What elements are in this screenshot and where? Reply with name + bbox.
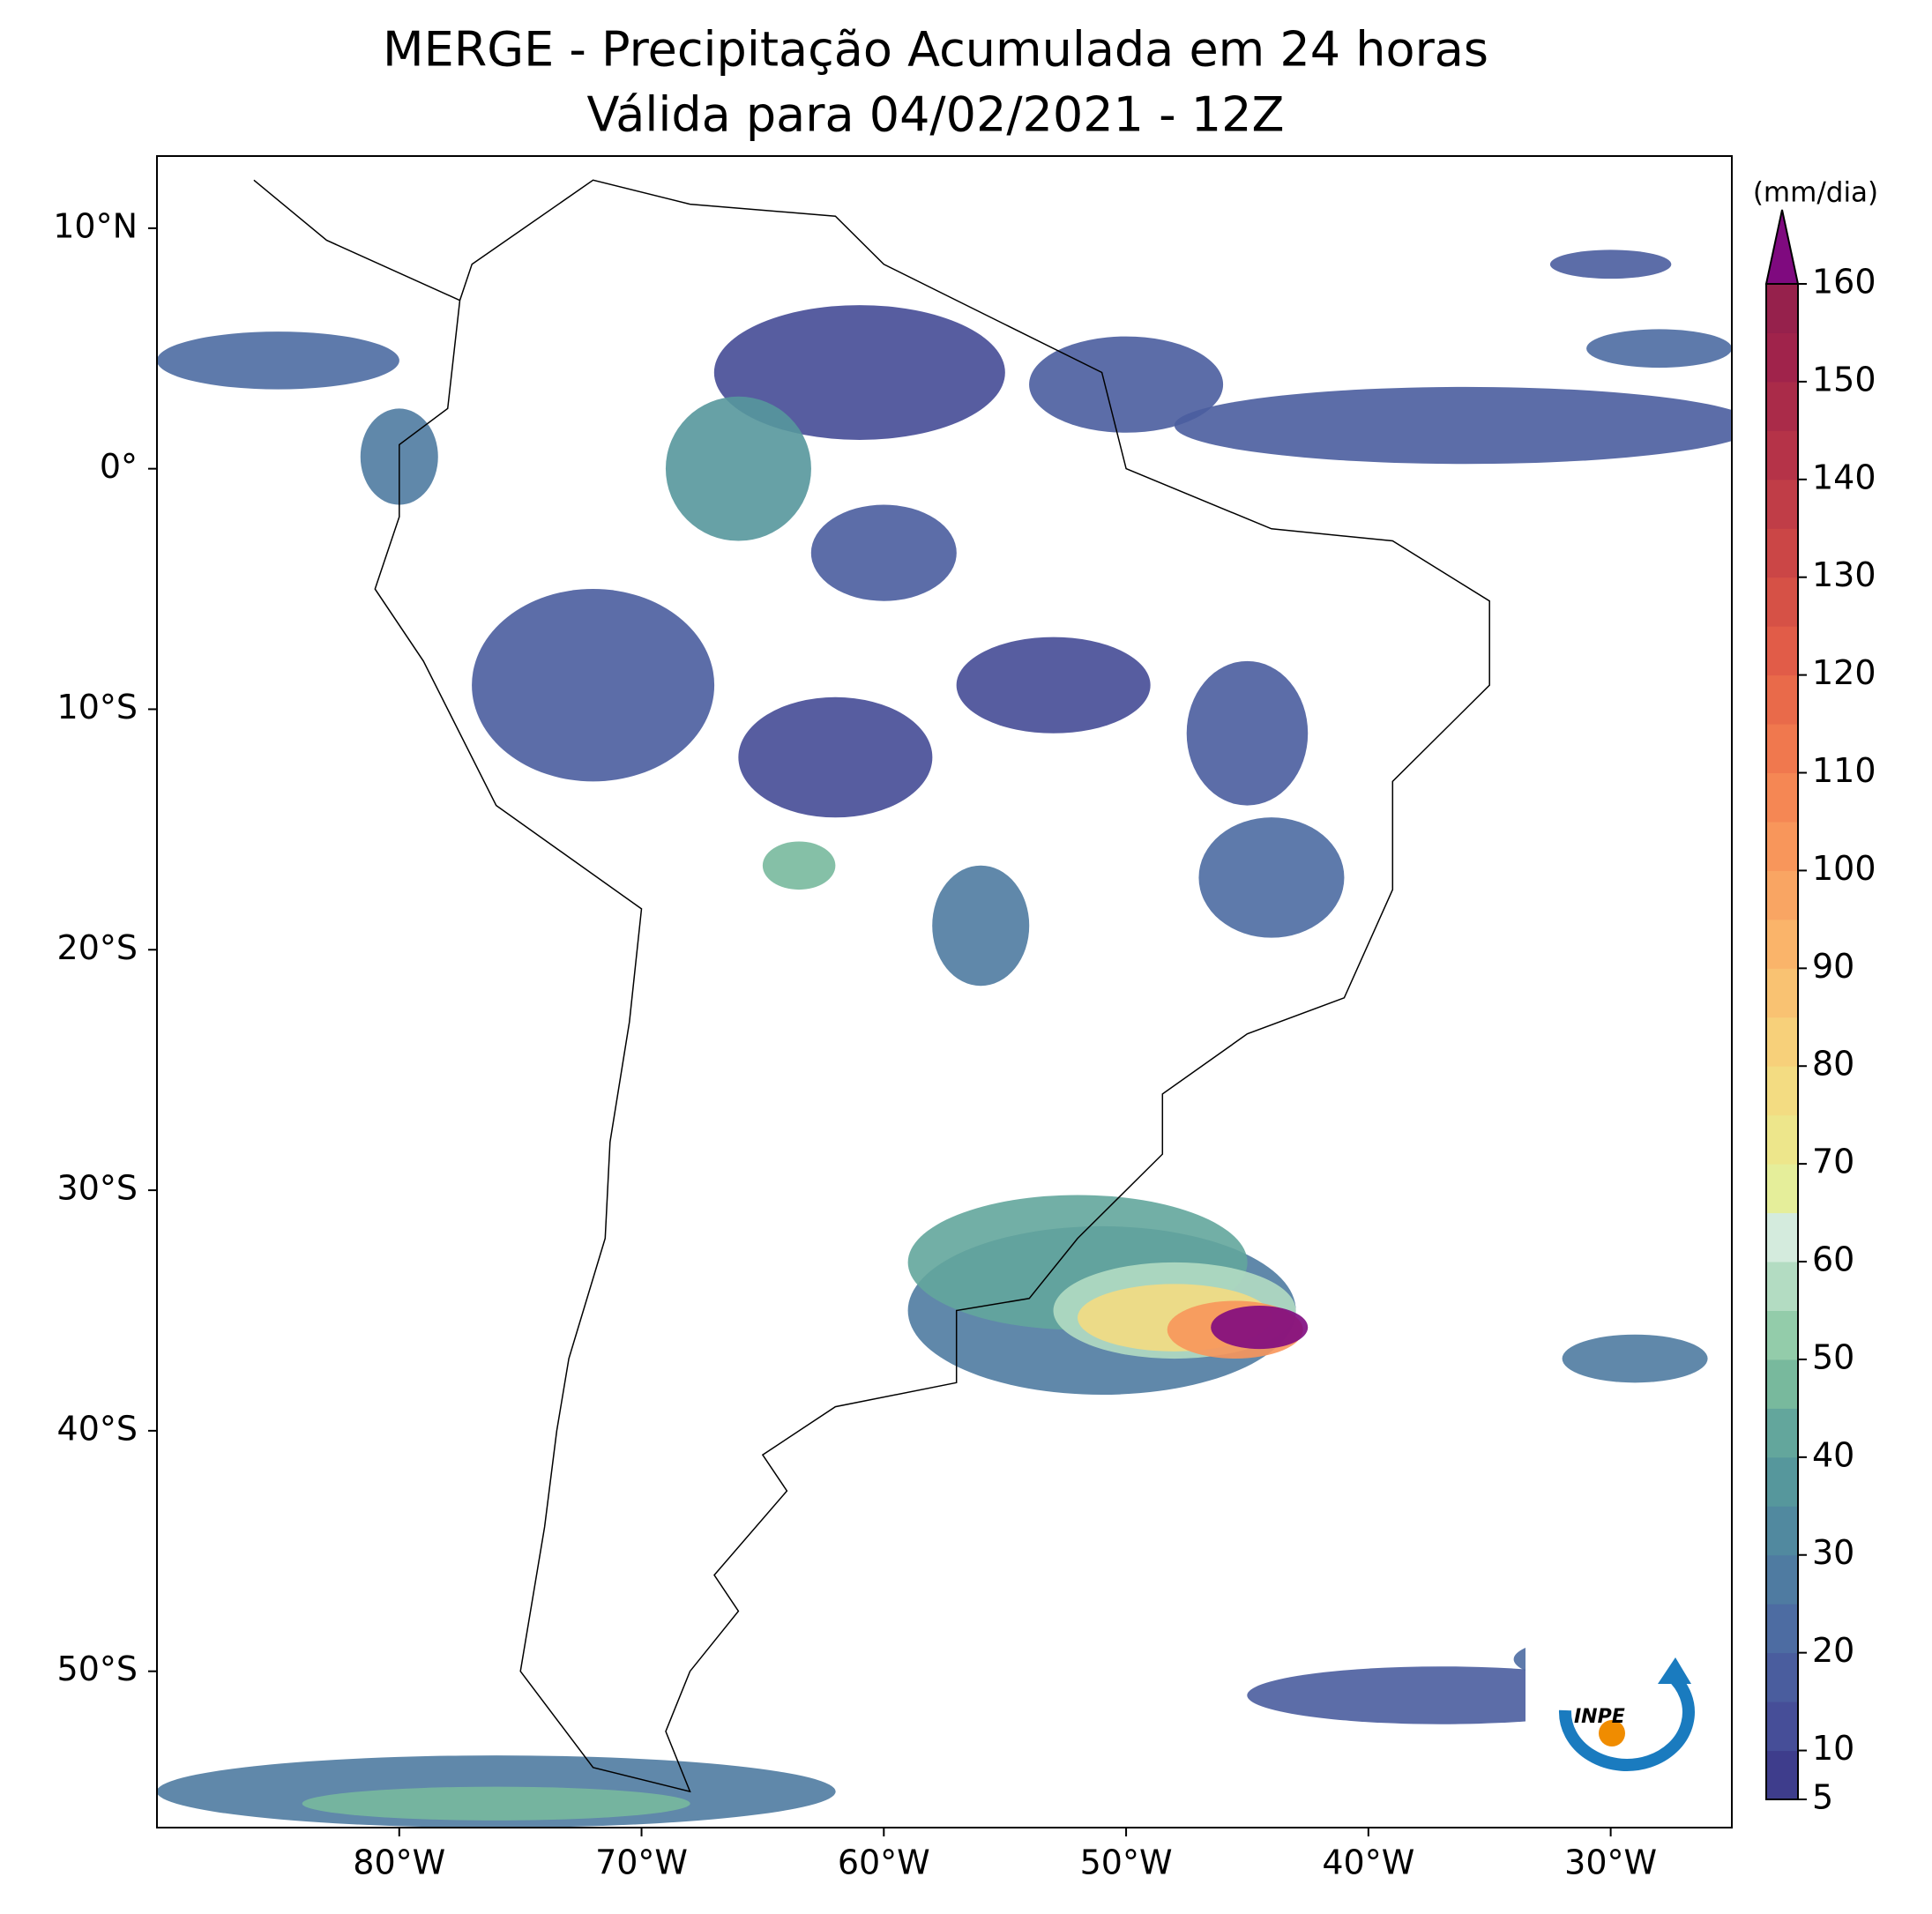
coastline xyxy=(374,179,1490,1793)
colorbar-tick-label: 50 xyxy=(1812,1337,1854,1376)
colorbar-segment xyxy=(1766,626,1798,676)
colorbar-label: (mm/dia) xyxy=(1753,177,1878,209)
y-tick-label: 30°S xyxy=(57,1169,138,1208)
colorbar-segment xyxy=(1766,870,1798,920)
colorbar-tick-label: 5 xyxy=(1812,1778,1833,1817)
colorbar-tick-label: 20 xyxy=(1812,1631,1854,1670)
precip-area xyxy=(1211,1305,1309,1350)
y-tick-label: 10°S xyxy=(57,688,138,726)
colorbar-tick-label: 150 xyxy=(1812,360,1876,398)
colorbar-segment xyxy=(1766,1456,1798,1507)
colorbar-extend xyxy=(1764,209,1800,285)
colorbar-tick-label: 120 xyxy=(1812,653,1876,692)
y-tick-label: 20°S xyxy=(57,928,138,967)
colorbar-segment xyxy=(1766,821,1798,871)
coastline xyxy=(253,179,460,302)
precip-area xyxy=(472,588,715,782)
x-tick-label: 40°W xyxy=(1322,1843,1414,1882)
colorbar-tick-label: 70 xyxy=(1812,1143,1854,1181)
precip-area xyxy=(157,331,399,390)
colorbar-segment xyxy=(1766,1554,1798,1605)
precip-area xyxy=(665,396,811,541)
colorbar-segment xyxy=(1766,724,1798,774)
colorbar-segment xyxy=(1766,1017,1798,1067)
colorbar-segment xyxy=(1766,1066,1798,1116)
colorbar-tick-label: 100 xyxy=(1812,849,1876,888)
colorbar-tick-label: 110 xyxy=(1812,751,1876,790)
colorbar-segment xyxy=(1766,968,1798,1018)
colorbar: 5 10 20 30 40 50 60 70 80 90 100 110 120 130 140 150 160 xyxy=(1764,209,1876,1817)
colorbar-tick-label: 160 xyxy=(1812,263,1876,302)
precip-area xyxy=(1562,1334,1708,1383)
precip-area xyxy=(302,1786,690,1821)
x-tick-label: 60°W xyxy=(838,1843,930,1882)
precip-area xyxy=(1586,329,1732,369)
x-tick-label: 70°W xyxy=(595,1843,688,1882)
precip-area xyxy=(810,504,957,601)
colorbar-tick-label: 10 xyxy=(1812,1729,1854,1768)
logo-arrow xyxy=(1658,1657,1691,1684)
colorbar-tick-label: 40 xyxy=(1812,1435,1854,1474)
colorbar-segment xyxy=(1766,1506,1798,1556)
precip-area xyxy=(1549,249,1672,279)
colorbar-segment xyxy=(1766,284,1798,333)
colorbar-tick-label: 60 xyxy=(1812,1240,1854,1279)
colorbar-segment xyxy=(1766,919,1798,969)
colorbar-segment xyxy=(1766,772,1798,823)
colorbar-segment xyxy=(1766,1164,1798,1214)
logo-arc xyxy=(1558,1670,1695,1771)
x-tick-label: 50°W xyxy=(1080,1843,1173,1882)
colorbar-segment xyxy=(1766,528,1798,578)
precip-area xyxy=(932,865,1030,987)
precip-area xyxy=(1174,386,1732,465)
x-tick-label: 30°W xyxy=(1564,1843,1657,1882)
precip-area xyxy=(956,637,1151,734)
colorbar-segment xyxy=(1766,1750,1798,1800)
logo-text: INPE xyxy=(1574,1706,1625,1728)
colorbar-segment xyxy=(1766,479,1798,529)
subtitle: Válida para 04/02/2021 - 12Z xyxy=(587,87,1285,143)
precip-area xyxy=(762,841,836,890)
colorbar-segment xyxy=(1766,1359,1798,1409)
colorbar-segment xyxy=(1766,1652,1798,1702)
colorbar-segment xyxy=(1766,430,1798,480)
colorbar-segment xyxy=(1766,1212,1798,1262)
precip-area xyxy=(1198,817,1345,938)
colorbar-segment xyxy=(1766,332,1798,383)
colorbar-segment xyxy=(1766,674,1798,725)
x-tick-label: 80°W xyxy=(353,1843,445,1882)
y-tick-label: 40°S xyxy=(57,1409,138,1448)
precip-area xyxy=(713,305,1005,440)
map-area xyxy=(157,179,1732,1828)
colorbar-tick-label: 80 xyxy=(1812,1045,1854,1084)
y-tick-label: 10°N xyxy=(53,206,138,245)
colorbar-tick-label: 130 xyxy=(1812,555,1876,594)
colorbar-segment xyxy=(1766,577,1798,627)
colorbar-tick-label: 90 xyxy=(1812,947,1854,986)
colorbar-segment xyxy=(1766,1702,1798,1752)
colorbar-frame xyxy=(1765,283,1799,1800)
colorbar-tick-label: 140 xyxy=(1812,458,1876,496)
title: MERGE - Precipitação Acumulada em 24 hor… xyxy=(383,22,1488,78)
y-tick-label: 50°S xyxy=(57,1650,138,1688)
logo-dot xyxy=(1599,1720,1625,1746)
colorbar-segment xyxy=(1766,1310,1798,1360)
y-tick-label: 0° xyxy=(100,447,138,486)
precip-area xyxy=(1186,660,1309,806)
colorbar-segment xyxy=(1766,1408,1798,1458)
colorbar-segment xyxy=(1766,1114,1798,1165)
map-frame xyxy=(156,155,1733,1828)
precip-area xyxy=(738,696,933,818)
colorbar-segment xyxy=(1766,1604,1798,1654)
colorbar-segment xyxy=(1766,381,1798,431)
colorbar-tick-label: 30 xyxy=(1812,1533,1854,1572)
colorbar-segment xyxy=(1766,1262,1798,1311)
